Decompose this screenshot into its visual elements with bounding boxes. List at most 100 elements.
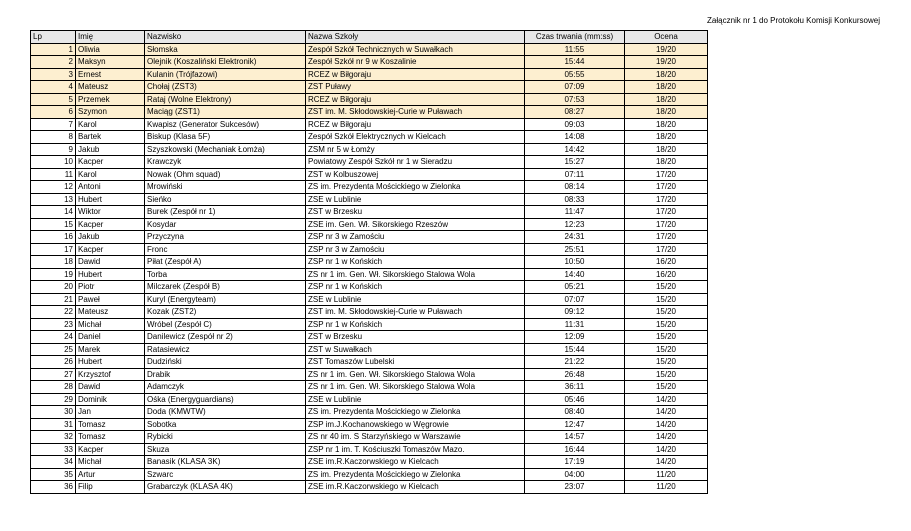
- cell-last-name: Drabik: [144, 367, 306, 381]
- cell-school: ZSP nr 1 im. T. Kościuszki Tomaszów Mazo…: [305, 442, 525, 456]
- cell-last-name: Dudziński: [144, 355, 306, 369]
- cell-lp: 9: [30, 142, 76, 156]
- cell-duration: 14:08: [524, 130, 625, 144]
- cell-score: 18/20: [624, 105, 708, 119]
- cell-first-name: Kacper: [75, 155, 145, 169]
- table-row: 9 Jakub Szyszkowski (Mechaniak Łomża) ZSM n…: [30, 142, 708, 156]
- cell-first-name: Paweł: [75, 292, 145, 306]
- cell-score: 17/20: [624, 180, 708, 194]
- cell-duration: 14:40: [524, 267, 625, 281]
- cell-score: 19/20: [624, 42, 708, 56]
- cell-last-name: Maciąg (ZST1): [144, 105, 306, 119]
- cell-lp: 17: [30, 242, 76, 256]
- table-row: 33 Kacper Skuza ZSP nr 1 im. T. Kościuszki …: [30, 442, 708, 456]
- cell-duration: 16:44: [524, 442, 625, 456]
- cell-school: ZSP nr 1 w Końskich: [305, 317, 525, 331]
- cell-last-name: Ośka (Energyguardians): [144, 392, 306, 406]
- cell-last-name: Kosydar: [144, 217, 306, 231]
- cell-duration: 09:03: [524, 117, 625, 131]
- cell-lp: 31: [30, 417, 76, 431]
- table-row: 29 Dominik Ośka (Energyguardians) ZSE w Lub…: [30, 392, 708, 406]
- cell-duration: 24:31: [524, 230, 625, 244]
- cell-last-name: Biskup (Klasa 5F): [144, 130, 306, 144]
- cell-first-name: Michał: [75, 455, 145, 469]
- cell-score: 15/20: [624, 292, 708, 306]
- cell-school: ZST w Suwałkach: [305, 342, 525, 356]
- cell-school: Zespół Szkół Technicznych w Suwałkach: [305, 42, 525, 56]
- cell-last-name: Banasik (KLASA 3K): [144, 455, 306, 469]
- table-row: 30 Jan Doda (KMWTW) ZS im. Prezydenta Mości…: [30, 405, 708, 419]
- cell-school: RCEZ w Biłgoraju: [305, 92, 525, 106]
- table-row: 17 Kacper Fronc ZSP nr 3 w Zamościu 25:51 17/…: [30, 242, 708, 256]
- table-row: 22 Mateusz Kozak (ZST2) ZST im. M. Skłodows…: [30, 305, 708, 319]
- table-row: 18 Dawid Piłat (Zespół A) ZSP nr 1 w Koński…: [30, 255, 708, 269]
- cell-first-name: Tomasz: [75, 417, 145, 431]
- cell-lp: 25: [30, 342, 76, 356]
- cell-score: 18/20: [624, 130, 708, 144]
- cell-first-name: Jakub: [75, 142, 145, 156]
- cell-last-name: Wróbel (Zespół C): [144, 317, 306, 331]
- cell-lp: 26: [30, 355, 76, 369]
- cell-duration: 23:07: [524, 480, 625, 494]
- cell-lp: 5: [30, 92, 76, 106]
- cell-duration: 08:33: [524, 192, 625, 206]
- cell-last-name: Nowak (Ohm squad): [144, 167, 306, 181]
- cell-school: ZST w Brzesku: [305, 205, 525, 219]
- cell-school: ZS nr 1 im. Gen. Wł. Sikorskiego Stalowa…: [305, 367, 525, 381]
- cell-school: ZS im. Prezydenta Mościckiego w Zielonka: [305, 405, 525, 419]
- cell-duration: 10:50: [524, 255, 625, 269]
- cell-score: 18/20: [624, 142, 708, 156]
- table-row: 32 Tomasz Rybicki ZS nr 40 im. S Starzyński…: [30, 430, 708, 444]
- table-row: 31 Tomasz Sobotka ZSP im.J.Kochanowskiego w…: [30, 417, 708, 431]
- cell-school: ZSE w Lublinie: [305, 292, 525, 306]
- header-lp: Lp: [30, 30, 76, 44]
- cell-first-name: Dawid: [75, 255, 145, 269]
- cell-lp: 23: [30, 317, 76, 331]
- table-row: 10 Kacper Krawczyk Powiatowy Zespół Szkół n…: [30, 155, 708, 169]
- cell-score: 18/20: [624, 117, 708, 131]
- cell-score: 17/20: [624, 167, 708, 181]
- cell-lp: 7: [30, 117, 76, 131]
- cell-school: ZST w Kolbuszowej: [305, 167, 525, 181]
- table-row: 24 Daniel Danilewicz (Zespół nr 2) ZST w Br…: [30, 330, 708, 344]
- cell-duration: 07:53: [524, 92, 625, 106]
- cell-lp: 10: [30, 155, 76, 169]
- cell-score: 14/20: [624, 392, 708, 406]
- cell-score: 15/20: [624, 317, 708, 331]
- cell-lp: 6: [30, 105, 76, 119]
- cell-last-name: Grabarczyk (KLASA 4K): [144, 480, 306, 494]
- cell-first-name: Przemek: [75, 92, 145, 106]
- cell-first-name: Bartek: [75, 130, 145, 144]
- cell-school: ZSP nr 3 w Zamościu: [305, 242, 525, 256]
- cell-first-name: Dawid: [75, 380, 145, 394]
- cell-school: ZSE im.R.Kaczorwskiego w Kielcach: [305, 455, 525, 469]
- cell-duration: 08:40: [524, 405, 625, 419]
- cell-lp: 32: [30, 430, 76, 444]
- table-row: 4 Mateusz Chołaj (ZST3) ZST Puławy 07:09 18/2…: [30, 80, 708, 94]
- cell-lp: 12: [30, 180, 76, 194]
- cell-last-name: Adamczyk: [144, 380, 306, 394]
- cell-last-name: Torba: [144, 267, 306, 281]
- cell-score: 14/20: [624, 442, 708, 456]
- cell-first-name: Filip: [75, 480, 145, 494]
- cell-last-name: Mrowiński: [144, 180, 306, 194]
- table-row: 13 Hubert Sieńko ZSE w Lublinie 08:33 17/20: [30, 192, 708, 206]
- cell-lp: 2: [30, 55, 76, 69]
- cell-duration: 11:55: [524, 42, 625, 56]
- table-row: 14 Wiktor Burek (Zespół nr 1) ZST w Brzesku…: [30, 205, 708, 219]
- cell-duration: 09:12: [524, 305, 625, 319]
- table-row: 5 Przemek Rataj (Wolne Elektrony) RCEZ w Bi…: [30, 92, 708, 106]
- cell-score: 15/20: [624, 380, 708, 394]
- cell-first-name: Artur: [75, 467, 145, 481]
- cell-score: 11/20: [624, 467, 708, 481]
- cell-duration: 15:44: [524, 342, 625, 356]
- cell-duration: 15:27: [524, 155, 625, 169]
- table-body: 1 Oliwia Słomska Zespół Szkół Technicznych …: [30, 42, 708, 494]
- cell-lp: 19: [30, 267, 76, 281]
- cell-first-name: Kacper: [75, 217, 145, 231]
- table-row: 20 Piotr Milczarek (Zespół B) ZSP nr 1 w Ko…: [30, 280, 708, 294]
- cell-last-name: Fronc: [144, 242, 306, 256]
- cell-score: 17/20: [624, 205, 708, 219]
- cell-lp: 27: [30, 367, 76, 381]
- cell-score: 15/20: [624, 305, 708, 319]
